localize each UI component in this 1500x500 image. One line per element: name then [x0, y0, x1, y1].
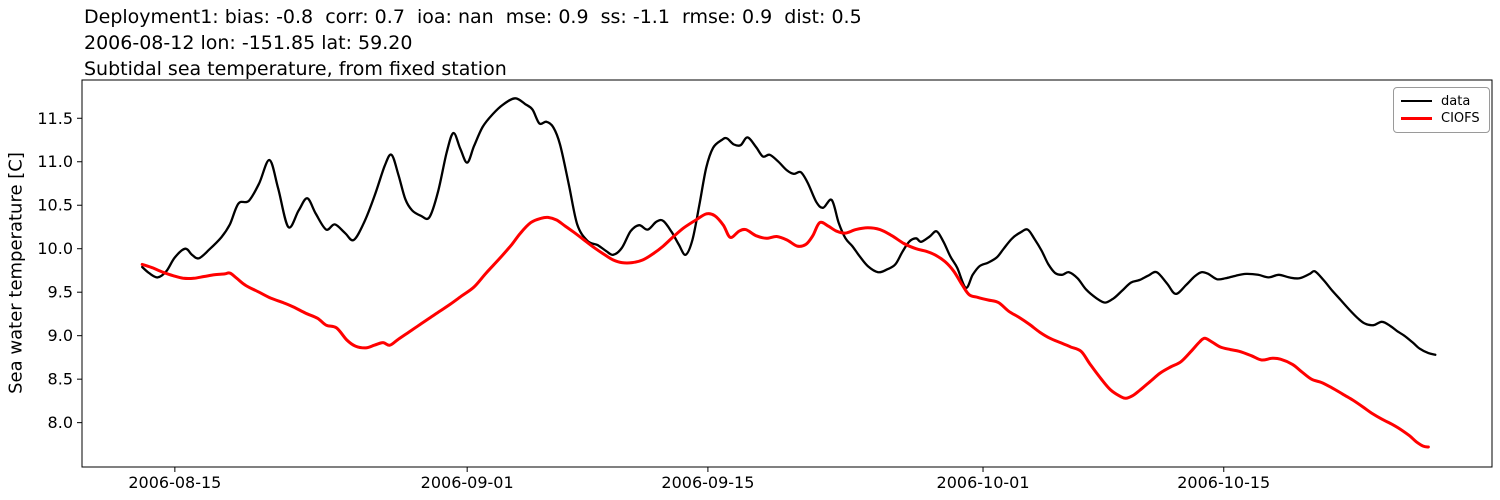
variable-title-line: Subtidal sea temperature, from fixed sta…: [84, 58, 507, 80]
data-line-swatch: [1401, 100, 1432, 103]
legend-label-data: data: [1441, 93, 1471, 109]
y-axis-label: Sea water temperature [C]: [5, 152, 27, 394]
legend: data CIOFS: [1393, 87, 1490, 133]
ciofs-line-swatch: [1401, 117, 1432, 121]
x-tick-label: 2006-10-15: [1177, 473, 1270, 492]
y-tick-label: 9.5: [48, 283, 73, 302]
legend-entry-ciofs: CIOFS: [1401, 112, 1482, 125]
y-tick-label: 10.5: [37, 196, 73, 215]
y-tick-label: 11.0: [37, 152, 73, 171]
axes-frame: [81, 79, 1493, 468]
y-tick-label: 9.0: [48, 326, 73, 345]
y-tick-label: 8.0: [48, 413, 73, 432]
x-tick-label: 2006-10-01: [937, 473, 1030, 492]
series-line-data: [141, 97, 1437, 356]
y-tick-label: 8.5: [48, 370, 73, 389]
legend-entry-data: data: [1401, 95, 1482, 108]
chart-titles: Deployment1: bias: -0.8 corr: 0.7 ioa: n…: [84, 4, 862, 82]
station-title-line: 2006-08-12 lon: -151.85 lat: 59.20: [84, 32, 413, 54]
stats-title-line: Deployment1: bias: -0.8 corr: 0.7 ioa: n…: [84, 6, 862, 28]
x-tick-label: 2006-08-15: [128, 473, 221, 492]
x-tick-label: 2006-09-15: [661, 473, 754, 492]
legend-label-ciofs: CIOFS: [1441, 111, 1480, 127]
series-line-CIOFS: [140, 212, 1430, 449]
y-tick-label: 10.0: [37, 239, 73, 258]
y-tick-label: 11.5: [37, 109, 73, 128]
x-tick-label: 2006-09-01: [421, 473, 514, 492]
